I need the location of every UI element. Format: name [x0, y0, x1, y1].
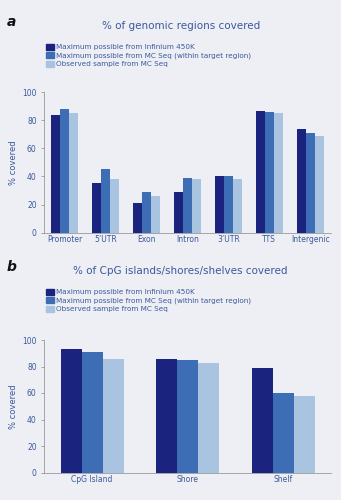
- Bar: [297, 129, 306, 232]
- Bar: [272, 393, 294, 472]
- Legend: Maximum possible from Infinium 450K, Maximum possible from MC Seq (within target: Maximum possible from Infinium 450K, Max…: [46, 44, 251, 67]
- Bar: [61, 350, 81, 472]
- Y-axis label: % covered: % covered: [9, 384, 18, 428]
- Bar: [142, 192, 151, 232]
- Bar: [103, 358, 123, 472]
- Bar: [256, 110, 265, 232]
- Bar: [252, 368, 272, 472]
- Bar: [69, 114, 78, 232]
- Bar: [315, 136, 324, 232]
- Bar: [81, 352, 103, 472]
- Legend: Maximum possible from Infinium 450K, Maximum possible from MC Seq (within target: Maximum possible from Infinium 450K, Max…: [46, 288, 251, 312]
- Bar: [156, 358, 177, 472]
- Bar: [174, 192, 183, 232]
- Bar: [265, 112, 274, 232]
- Text: % of genomic regions covered: % of genomic regions covered: [102, 21, 260, 31]
- Bar: [110, 180, 119, 233]
- Bar: [224, 176, 233, 233]
- Bar: [233, 180, 242, 233]
- Text: b: b: [7, 260, 17, 274]
- Bar: [60, 110, 69, 232]
- Bar: [192, 180, 201, 233]
- Bar: [274, 114, 283, 232]
- Bar: [51, 115, 60, 232]
- Bar: [183, 178, 192, 233]
- Bar: [92, 184, 101, 232]
- Bar: [133, 203, 142, 232]
- Bar: [294, 396, 314, 472]
- Bar: [306, 133, 315, 232]
- Text: % of CpG islands/shores/shelves covered: % of CpG islands/shores/shelves covered: [73, 266, 288, 276]
- Bar: [151, 196, 160, 232]
- Bar: [215, 176, 224, 233]
- Text: a: a: [7, 15, 16, 29]
- Y-axis label: % covered: % covered: [9, 140, 18, 185]
- Bar: [198, 362, 219, 472]
- Bar: [101, 170, 110, 232]
- Bar: [177, 360, 198, 472]
